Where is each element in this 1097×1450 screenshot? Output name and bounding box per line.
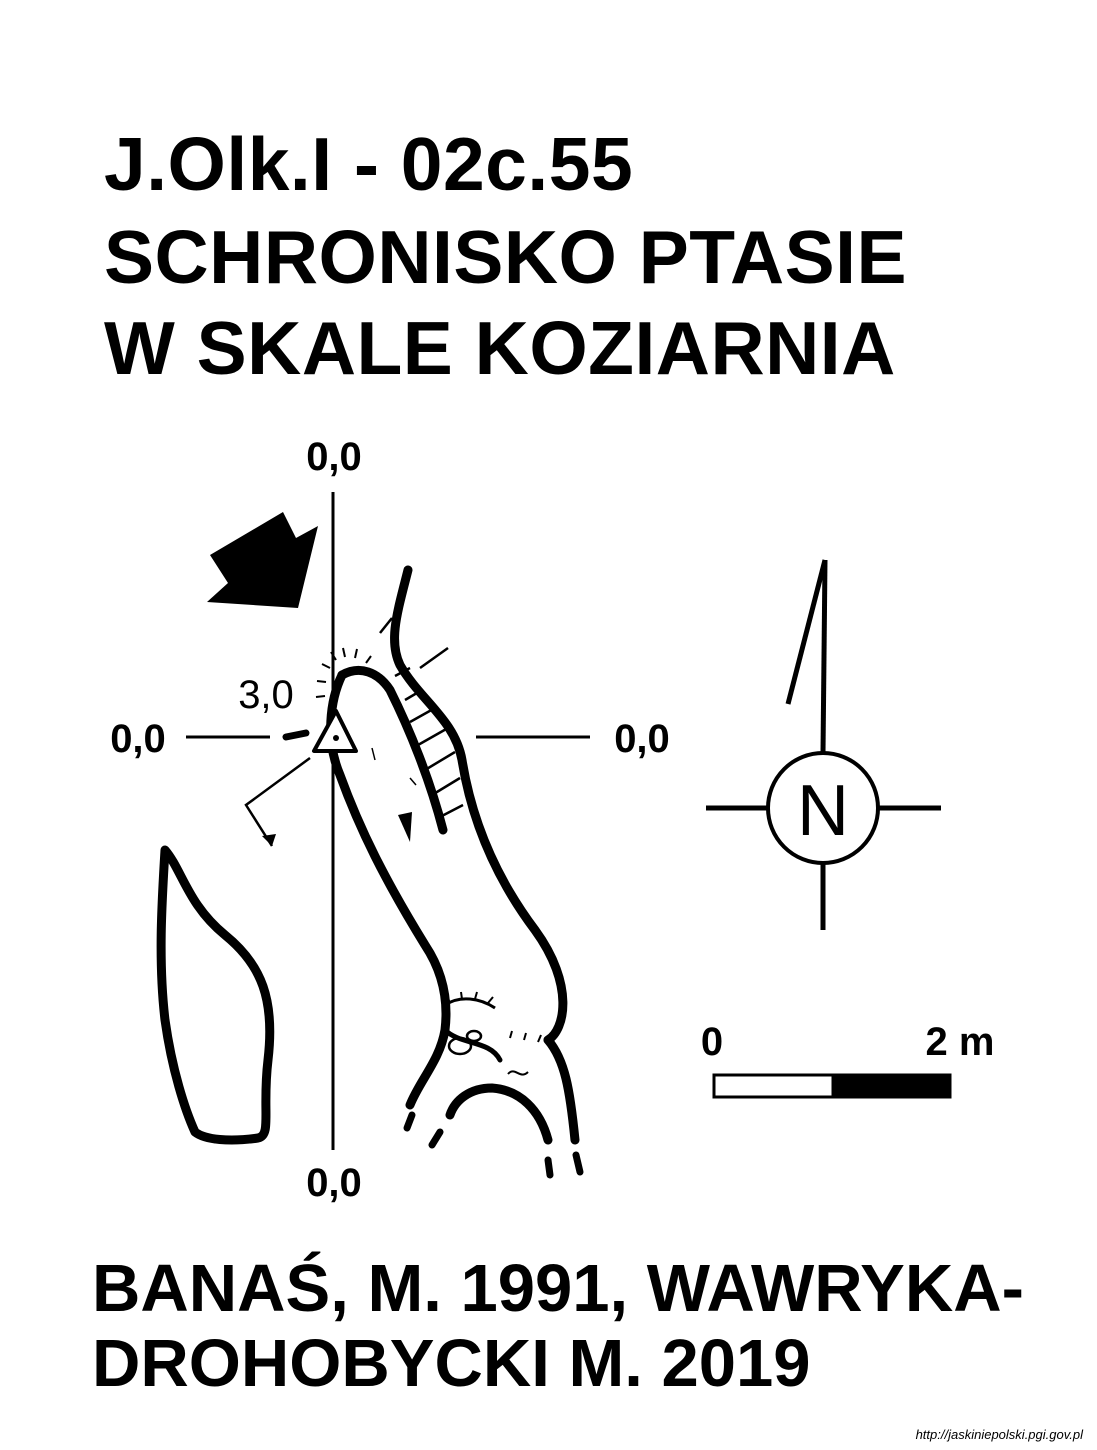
- scale-segment-white: [712, 1073, 835, 1099]
- grid-label-right: 0,0: [614, 717, 670, 761]
- entrance-edge-ticks: [315, 647, 372, 698]
- slope-hachures: [394, 666, 464, 820]
- section-arrow-icon: [262, 834, 276, 846]
- scale-bar: 0 2 m: [701, 1020, 995, 1099]
- grid-label-bottom: 0,0: [306, 1161, 362, 1205]
- title-name: SCHRONISKO PTASIE: [104, 215, 908, 299]
- opening-dash: [544, 1156, 554, 1179]
- fixed-point-triangle-icon: [312, 709, 358, 753]
- section-line: [244, 756, 311, 847]
- rock-outline-west: [156, 845, 275, 1145]
- title-code: J.Olk.I - 02c.55: [104, 122, 634, 206]
- compass-north-line: [820, 559, 828, 754]
- author-line-1: BANAŚ, M. 1991, WAWRYKA-: [92, 1251, 1024, 1326]
- drip-line: [419, 646, 449, 670]
- entrance-lip: [282, 729, 310, 741]
- boulders: [447, 1029, 483, 1056]
- cave-wall-south-lobe: [445, 1083, 553, 1145]
- floor-mark: [371, 747, 376, 761]
- floor-mark: [409, 777, 417, 786]
- drip-line: [379, 617, 393, 634]
- compass-arrow-barb-icon: [785, 559, 828, 705]
- scale-start-label: 0: [701, 1020, 723, 1064]
- entrance-height-label: 3,0: [238, 673, 294, 717]
- grid-label-left: 0,0: [110, 717, 166, 761]
- fixed-point-dot-icon: [333, 735, 339, 741]
- water-symbol-icon: [507, 1070, 529, 1076]
- ledge-ticks: [446, 991, 542, 1043]
- title-location: W SKALE KOZIARNIA: [104, 306, 896, 390]
- scale-segment-black: [831, 1073, 952, 1099]
- scale-end-label: 2 m: [926, 1020, 995, 1064]
- rock-feature-icon: [398, 812, 412, 842]
- cave-wall-east: [390, 565, 568, 1045]
- grid-label-top: 0,0: [306, 435, 362, 479]
- ledge-edge: [444, 997, 496, 1010]
- source-url: http://jaskiniepolski.pgi.gov.pl: [915, 1427, 1083, 1442]
- author-line-2: DROHOBYCKI M. 2019: [92, 1326, 811, 1401]
- opening-dash: [572, 1151, 584, 1176]
- compass-north-label: N: [797, 771, 849, 851]
- north-compass: N: [706, 559, 941, 930]
- opening-dash: [428, 1128, 444, 1149]
- cave-wall-southeast: [543, 1035, 580, 1145]
- entrance-arrow-icon: [207, 512, 318, 608]
- cave-inner-ledge: [442, 1027, 503, 1063]
- opening-dash: [403, 1111, 416, 1132]
